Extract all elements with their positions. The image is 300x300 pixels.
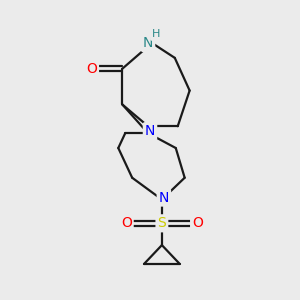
Text: O: O <box>121 216 132 230</box>
Text: O: O <box>86 62 97 76</box>
Text: N: N <box>145 124 155 138</box>
Text: S: S <box>158 216 166 230</box>
Text: N: N <box>143 36 153 50</box>
Text: O: O <box>192 216 203 230</box>
Text: N: N <box>159 190 169 205</box>
Text: H: H <box>152 29 160 39</box>
